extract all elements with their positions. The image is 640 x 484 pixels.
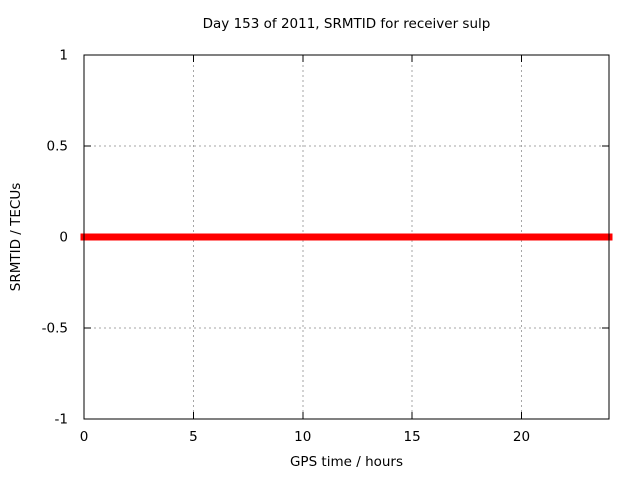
- chart-title: Day 153 of 2011, SRMTID for receiver sul…: [203, 16, 491, 32]
- y-tick-label: 0: [59, 230, 68, 246]
- x-tick-label: 5: [189, 429, 198, 445]
- x-axis-label: GPS time / hours: [290, 454, 403, 470]
- y-tick-label: -0.5: [42, 321, 68, 337]
- x-tick-label: 0: [80, 429, 89, 445]
- y-tick-label: 1: [59, 48, 68, 64]
- y-tick-label: 0.5: [47, 139, 68, 155]
- x-tick-label: 15: [404, 429, 421, 445]
- y-axis-label: SRMTID / TECUs: [8, 183, 24, 291]
- tick-labels: 0 5 10 15 20 -1 -0.5 0 0.5 1: [42, 48, 530, 446]
- x-tick-label: 20: [513, 429, 530, 445]
- plot-frame: [83, 54, 610, 420]
- x-tick-label: 10: [294, 429, 311, 445]
- y-tick-label: -1: [55, 412, 68, 428]
